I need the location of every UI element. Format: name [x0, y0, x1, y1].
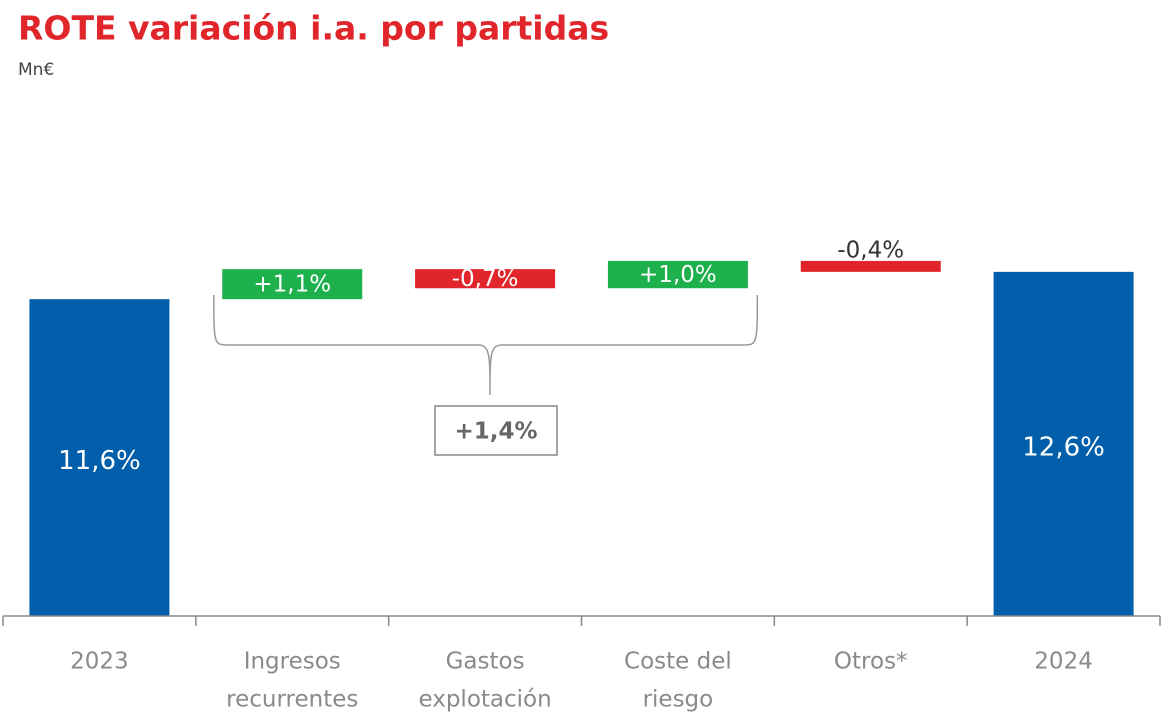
data-label: 12,6% [1022, 432, 1105, 462]
data-label: -0,7% [452, 266, 519, 292]
data-label: +1,0% [639, 262, 717, 288]
bar [993, 271, 1134, 616]
x-tick-label: Otros* [834, 649, 908, 675]
bar [29, 299, 170, 616]
bar [415, 269, 556, 289]
x-tick-label: 2023 [70, 649, 129, 675]
chart-subtitle: Mn€ [18, 60, 54, 80]
bar [800, 260, 941, 272]
x-tick-label: 2024 [1034, 649, 1093, 675]
data-label: 11,6% [58, 446, 141, 476]
data-label: +1,1% [253, 272, 331, 298]
x-tick-label: riesgo [643, 687, 714, 713]
x-tick-label: Ingresos [244, 649, 341, 675]
x-tick-label: recurrentes [226, 687, 358, 713]
data-label: -0,4% [837, 237, 904, 263]
bar [607, 260, 748, 289]
bar [222, 269, 363, 300]
brace [213, 294, 759, 396]
x-tick-label: Gastos [446, 649, 525, 675]
x-tick-label: explotación [418, 687, 551, 713]
chart-title: ROTE variación i.a. por partidas [18, 9, 609, 48]
annotation-box [434, 405, 558, 456]
x-tick-label: Coste del [624, 649, 732, 675]
annotation: +1,4% [454, 419, 537, 445]
